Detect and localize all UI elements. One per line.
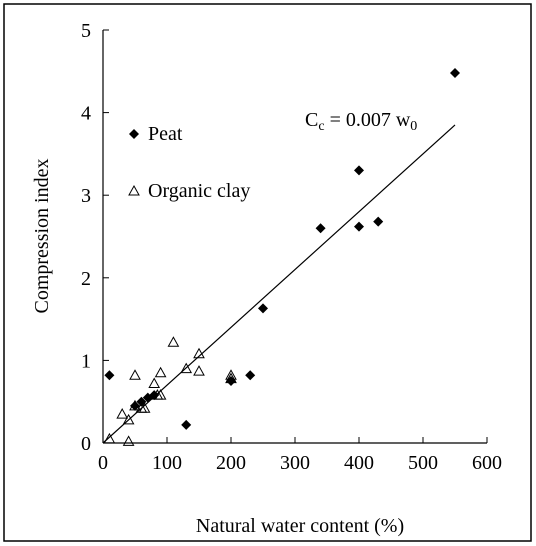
y-tick-label: 5: [81, 20, 91, 42]
point: [315, 223, 326, 234]
point: [258, 303, 268, 314]
y-axis-label: Compression index: [31, 159, 53, 314]
annotation: Cc = 0.007 w0: [305, 109, 417, 134]
y-tick-label: 1: [81, 350, 91, 372]
y-tick-label: 0: [81, 433, 91, 455]
point: [225, 369, 237, 380]
x-tick-label: 100: [152, 452, 182, 474]
point: [116, 408, 129, 419]
point: [354, 221, 364, 232]
point: [180, 362, 193, 374]
point: [167, 336, 180, 347]
point: [450, 67, 460, 78]
x-tick-label: 500: [408, 452, 438, 474]
x-tick-label: 300: [280, 452, 310, 474]
annotation-part: c: [318, 119, 324, 134]
annotation-part: 0: [410, 119, 417, 134]
point: [130, 400, 140, 411]
point: [129, 369, 141, 380]
point: [154, 366, 167, 378]
frame: [3, 3, 532, 542]
point: [193, 365, 205, 376]
legend-label: Organic clay: [148, 180, 250, 202]
y-tick-label: 4: [81, 103, 91, 125]
annotation-part: C: [305, 109, 318, 131]
point: [373, 216, 384, 227]
point: [354, 165, 364, 176]
legend-label: Peat: [148, 123, 183, 145]
point: [129, 399, 141, 411]
point: [138, 402, 151, 413]
legend-marker: [128, 184, 140, 196]
annotation-part: = 0.007 w: [325, 109, 411, 131]
point: [154, 389, 167, 400]
point: [193, 347, 205, 359]
legend-marker: [129, 129, 139, 139]
point: [104, 370, 115, 381]
point: [181, 419, 192, 430]
fit-line: [102, 124, 456, 444]
y-tick-label: 3: [81, 185, 91, 207]
y-tick-label: 2: [81, 268, 91, 290]
point: [122, 435, 135, 446]
x-axis-label: Natural water content (%): [196, 515, 404, 537]
point: [245, 370, 256, 381]
point: [225, 372, 237, 384]
x-tick-label: 0: [98, 452, 108, 474]
point: [103, 432, 116, 444]
x-tick-label: 400: [344, 452, 374, 474]
x-tick-label: 600: [472, 452, 502, 474]
point: [122, 413, 135, 425]
point: [148, 377, 161, 389]
x-tick-label: 200: [216, 452, 246, 474]
